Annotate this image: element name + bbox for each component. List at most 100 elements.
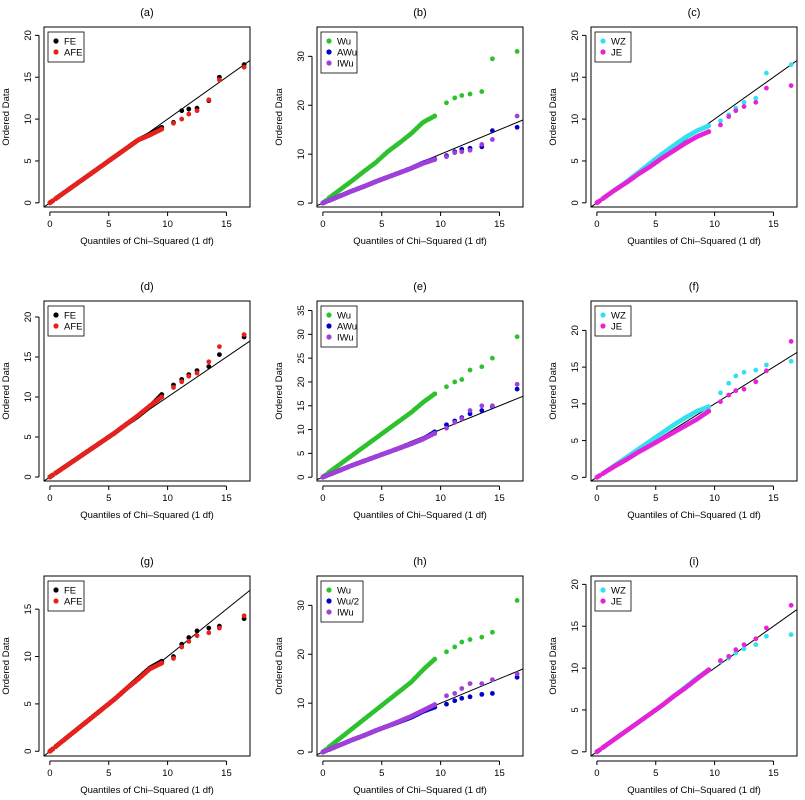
data-point — [718, 399, 723, 405]
y-tick-label: 10 — [570, 399, 581, 410]
data-point — [479, 634, 485, 640]
legend-box — [594, 31, 632, 63]
y-tick-label: 30 — [296, 329, 307, 340]
data-point — [718, 118, 723, 124]
data-point — [444, 154, 449, 160]
y-tick-label: 10 — [23, 392, 34, 403]
legend-box — [47, 31, 85, 63]
legend-marker — [326, 312, 332, 318]
data-point — [718, 390, 723, 396]
y-tick-label: 10 — [23, 114, 34, 125]
panel-title: (g) — [140, 556, 153, 568]
x-axis-title: Quantiles of Chi–Squared (1 df) — [627, 785, 761, 796]
data-point — [452, 420, 458, 425]
data-point — [206, 630, 212, 636]
data-point — [216, 77, 222, 83]
data-point — [489, 137, 495, 142]
panel-title: (b) — [413, 7, 426, 19]
data-point — [763, 625, 769, 631]
data-point — [733, 647, 739, 653]
y-tick-label: 5 — [296, 451, 307, 456]
y-tick-label: 10 — [296, 149, 307, 160]
x-tick-label: 10 — [162, 493, 173, 504]
y-tick-label: 0 — [296, 200, 307, 205]
data-point — [489, 690, 495, 696]
legend-marker — [600, 323, 606, 329]
legend-marker — [600, 587, 606, 593]
data-point — [432, 702, 438, 708]
data-point — [514, 674, 520, 680]
data-point — [753, 367, 759, 373]
data-point — [432, 391, 438, 397]
x-tick-label: 15 — [221, 219, 232, 230]
x-tick-label: 0 — [320, 493, 325, 504]
legend-label: AWu — [337, 322, 357, 333]
y-tick-label: 5 — [23, 434, 34, 439]
data-point — [444, 701, 449, 707]
data-point — [459, 93, 465, 98]
panel-title: (i) — [689, 556, 699, 568]
series-je — [594, 83, 794, 206]
legend-marker — [53, 49, 59, 55]
y-tick-label: 20 — [570, 579, 581, 590]
data-point — [718, 122, 723, 128]
legend-marker — [600, 38, 606, 44]
data-point — [753, 95, 759, 101]
legend-box — [47, 580, 85, 612]
y-tick-label: 5 — [570, 158, 581, 163]
legend-label: WZ — [611, 311, 626, 322]
legend-label: JE — [611, 322, 622, 333]
data-point — [514, 124, 520, 130]
legend-label: AWu — [337, 48, 357, 59]
data-point — [467, 91, 473, 97]
x-tick-label: 10 — [435, 768, 446, 779]
y-axis-title: Ordered Data — [548, 88, 559, 146]
y-tick-label: 0 — [296, 749, 307, 754]
legend-label: JE — [611, 597, 622, 608]
data-point — [489, 56, 495, 62]
x-tick-label: 15 — [494, 219, 505, 230]
y-tick-label: 15 — [23, 72, 34, 83]
data-point — [171, 656, 176, 661]
series-fe — [47, 616, 247, 754]
x-axis-title: Quantiles of Chi–Squared (1 df) — [353, 510, 487, 521]
y-axis-title: Ordered Data — [274, 362, 285, 420]
plot-frame — [43, 26, 251, 208]
legend-label: Wu — [337, 586, 351, 597]
x-axis-title: Quantiles of Chi–Squared (1 df) — [627, 236, 761, 247]
legend-marker — [326, 587, 332, 593]
x-tick-label: 0 — [47, 768, 52, 779]
legend-marker — [326, 609, 332, 615]
x-tick-label: 10 — [709, 768, 720, 779]
x-axis-title: Quantiles of Chi–Squared (1 df) — [353, 236, 487, 247]
legend-marker — [600, 598, 606, 604]
data-point — [763, 633, 769, 639]
y-tick-label: 5 — [23, 701, 34, 706]
series-afe — [47, 64, 247, 206]
data-point — [179, 644, 185, 650]
data-point — [514, 49, 520, 54]
series-wu — [320, 334, 520, 480]
data-point — [763, 368, 769, 374]
data-point — [186, 373, 192, 379]
series-wu — [320, 598, 520, 755]
legend-marker — [326, 60, 332, 66]
data-point — [479, 89, 485, 94]
panel-title: (f) — [689, 281, 699, 293]
x-axis-title: Quantiles of Chi–Squared (1 df) — [353, 785, 487, 796]
data-point — [241, 64, 247, 70]
data-point — [459, 416, 465, 422]
x-tick-label: 10 — [435, 493, 446, 504]
y-tick-label: 35 — [296, 305, 307, 316]
data-point — [186, 635, 192, 640]
x-tick-label: 5 — [106, 768, 111, 779]
legend-label: IWu — [337, 59, 354, 70]
data-point — [216, 625, 222, 631]
legend-marker — [326, 49, 332, 55]
data-point — [459, 695, 465, 701]
data-point — [489, 629, 495, 635]
data-point — [216, 344, 222, 349]
